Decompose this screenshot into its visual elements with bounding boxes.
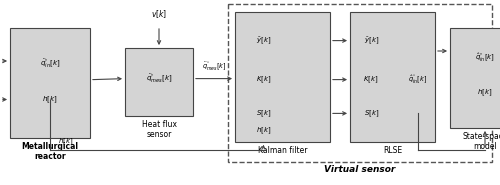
Text: $\hat{q}_{in}^{''}[k]$: $\hat{q}_{in}^{''}[k]$ [475, 52, 495, 64]
Bar [450, 28, 500, 128]
Text: $\hat{q}_{in}^{''}[k]$: $\hat{q}_{in}^{''}[k]$ [408, 73, 428, 86]
Bar [350, 12, 435, 142]
Text: $v[k]$: $v[k]$ [151, 8, 167, 20]
Bar [10, 28, 90, 138]
Text: $\bar{y}[k]$: $\bar{y}[k]$ [256, 35, 271, 46]
Text: $S[k]$: $S[k]$ [256, 108, 271, 119]
Text: $\ddot{q}_{mes}^{''}[k]$: $\ddot{q}_{mes}^{''}[k]$ [202, 60, 226, 73]
Text: $S[k]$: $S[k]$ [364, 108, 379, 119]
Text: $h[k]$: $h[k]$ [478, 88, 492, 98]
Text: $K[k]$: $K[k]$ [256, 74, 272, 85]
Bar [235, 12, 330, 142]
Text: Virtual sensor: Virtual sensor [324, 166, 396, 174]
Text: $h[k]$: $h[k]$ [256, 125, 271, 136]
Text: $h[k]$: $h[k]$ [58, 137, 74, 147]
Text: Metallurgical
reactor: Metallurgical reactor [22, 142, 78, 161]
Text: State-space
model: State-space model [462, 132, 500, 151]
Text: $K[k]$: $K[k]$ [364, 74, 379, 85]
Text: RLSE: RLSE [383, 146, 402, 155]
Text: $\ddot{q}_{in}^{''}[k]$: $\ddot{q}_{in}^{''}[k]$ [40, 57, 60, 70]
Text: $h[k]$: $h[k]$ [42, 94, 58, 105]
Bar [125, 48, 193, 116]
Text: $\ddot{q}_{mes}^{''}[k]$: $\ddot{q}_{mes}^{''}[k]$ [146, 72, 172, 85]
Text: Heat flux
sensor: Heat flux sensor [142, 120, 176, 139]
Text: Kalman filter: Kalman filter [258, 146, 307, 155]
Bar [228, 4, 492, 162]
Text: $\bar{y}[k]$: $\bar{y}[k]$ [364, 35, 379, 46]
